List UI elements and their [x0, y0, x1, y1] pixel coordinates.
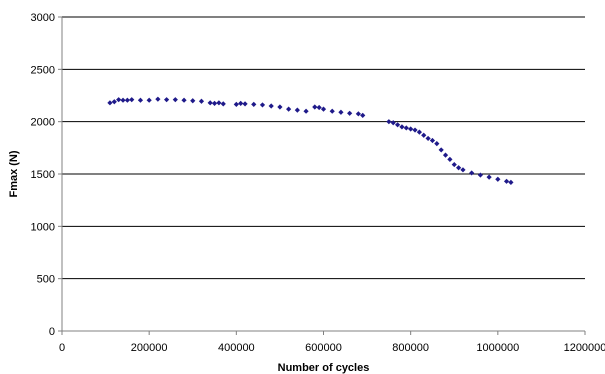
data-point: [312, 104, 318, 110]
data-point: [107, 100, 113, 106]
data-point: [286, 106, 292, 112]
data-point: [216, 100, 222, 106]
data-point: [508, 179, 514, 185]
data-point: [425, 135, 431, 142]
x-tick-label: 800000: [392, 342, 429, 354]
y-axis-title: Fmax (N): [8, 150, 20, 197]
y-tick-label: 2500: [31, 64, 55, 76]
data-point: [460, 167, 466, 173]
y-tick-labels: 0 500 1000 1500 2000 2500 3000: [31, 12, 55, 338]
data-point: [469, 170, 475, 176]
data-point: [477, 172, 483, 178]
data-point: [360, 112, 366, 118]
data-point: [447, 156, 453, 162]
data-point: [116, 97, 122, 103]
data-point: [438, 147, 444, 153]
data-point: [198, 98, 205, 104]
x-tick-label: 1000000: [476, 342, 519, 354]
data-point: [399, 124, 405, 130]
data-point: [503, 178, 510, 184]
data-point: [316, 104, 322, 111]
data-point: [207, 100, 213, 106]
data-point: [220, 101, 226, 107]
data-point: [155, 96, 161, 102]
data-point: [403, 125, 409, 131]
y-tick-label: 500: [37, 274, 55, 286]
data-point: [277, 104, 283, 110]
data-point: [429, 137, 436, 144]
data-point: [386, 119, 392, 125]
data-point: [416, 129, 422, 135]
data-point: [434, 141, 440, 147]
x-tick-label: 600000: [305, 342, 342, 354]
x-tick-label: 1200000: [564, 342, 605, 354]
data-point: [211, 100, 218, 106]
data-point: [486, 174, 492, 180]
data-point: [421, 132, 427, 138]
data-point: [124, 97, 130, 103]
y-tick-label: 1500: [31, 169, 55, 181]
x-tick-labels: 0 200000 400000 600000 800000 1000000 1200000: [59, 342, 605, 354]
data-point: [181, 97, 187, 103]
data-point: [355, 111, 361, 117]
axes: [58, 16, 586, 335]
data-point: [442, 152, 449, 158]
data-point: [451, 161, 457, 168]
y-tick-label: 1000: [31, 221, 55, 233]
data-point: [242, 101, 248, 107]
data-point: [495, 176, 501, 182]
data-point: [146, 97, 152, 103]
data-point: [233, 101, 239, 107]
data-point: [329, 108, 335, 114]
data-point: [129, 97, 135, 103]
data-point: [347, 110, 353, 116]
y-tick-label: 2000: [31, 117, 55, 129]
data-point: [172, 97, 178, 103]
data-point: [338, 109, 344, 115]
data-point: [390, 120, 396, 126]
x-tick-label: 200000: [131, 342, 168, 354]
y-tick-label: 3000: [31, 12, 55, 24]
data-points: [107, 96, 514, 185]
x-tick-label: 400000: [218, 342, 255, 354]
data-point: [137, 97, 144, 103]
gridlines: [62, 16, 585, 280]
data-point: [408, 126, 414, 132]
data-point: [238, 100, 244, 106]
data-point: [294, 107, 300, 113]
data-point: [394, 122, 401, 128]
x-axis-title: Number of cycles: [278, 362, 370, 374]
x-tick-label: 0: [59, 342, 65, 354]
data-point: [164, 97, 170, 103]
data-point: [268, 103, 274, 109]
data-point: [111, 99, 117, 105]
data-point: [456, 165, 462, 171]
data-point: [190, 98, 196, 104]
data-point: [412, 127, 418, 133]
y-tick-label: 0: [49, 326, 55, 338]
data-point: [251, 101, 257, 107]
data-point: [120, 97, 126, 103]
data-point: [320, 106, 327, 112]
data-point: [303, 108, 309, 114]
data-point: [259, 102, 266, 108]
